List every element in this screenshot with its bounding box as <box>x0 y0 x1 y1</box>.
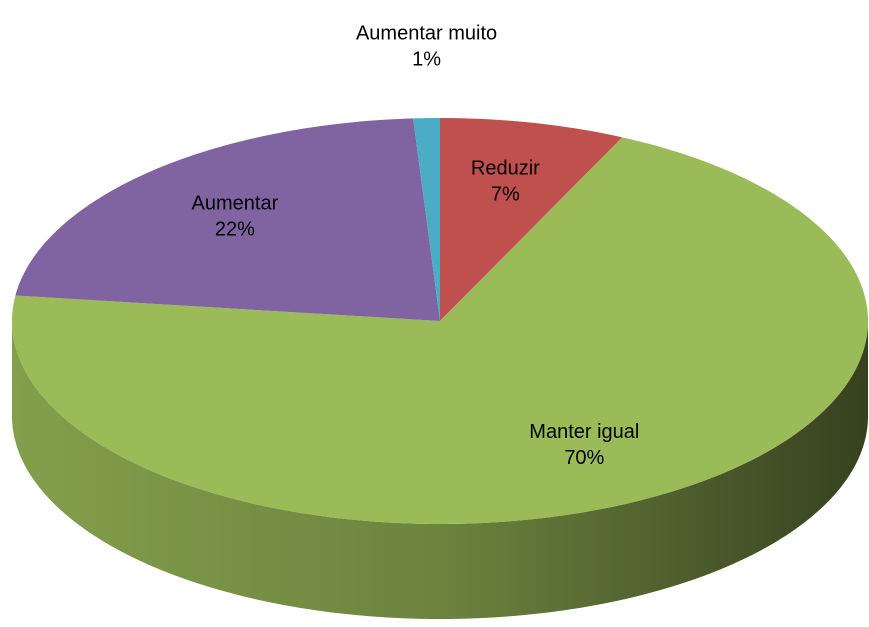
side-shade <box>12 321 868 619</box>
data-label-name: Aumentar <box>192 193 279 215</box>
slice <box>15 118 441 322</box>
data-label-value: 7% <box>491 184 520 206</box>
data-label-value: 70% <box>564 447 604 469</box>
slice <box>413 118 440 321</box>
slice <box>440 118 623 321</box>
data-label-value: 1% <box>412 48 441 70</box>
data-label-name: Manter igual <box>529 421 639 443</box>
data-label-name: Reduzir <box>471 158 540 180</box>
data-label-name: Aumentar muito <box>356 22 497 44</box>
data-label-value: 22% <box>215 219 255 241</box>
slice <box>12 137 868 524</box>
